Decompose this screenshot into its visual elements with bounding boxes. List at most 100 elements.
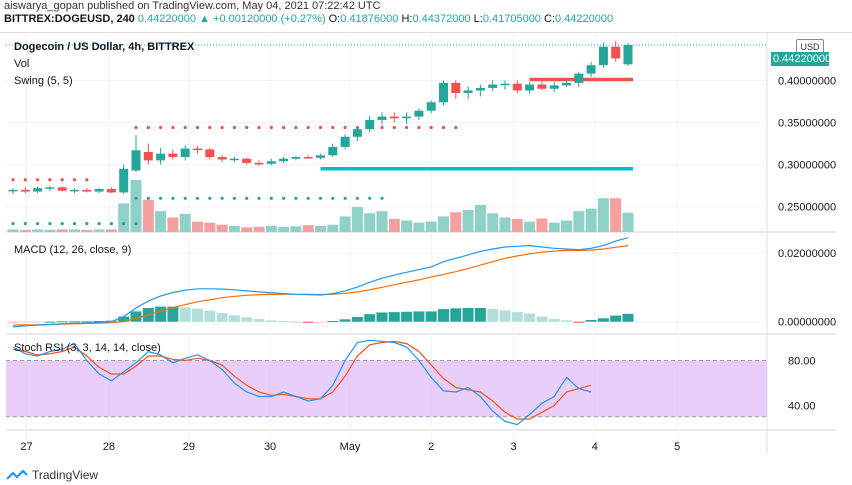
candle-body [328,146,338,156]
candle-body [340,136,350,147]
macd-histogram-bar [167,306,179,322]
time-axis-label: 28 [103,441,115,453]
swing-high-dot [146,125,150,130]
volume-bar [19,229,31,232]
macd-histogram-bar [130,311,142,322]
swing-high-dot [48,178,52,182]
swing-high-dot [159,125,163,130]
swing-low-dot [159,196,163,200]
candle-body [512,83,522,91]
pane-border-top [0,32,852,33]
volume-bar [524,221,536,232]
swing-low-dot [48,221,52,226]
swing-low-dot [368,196,372,200]
candle-body [574,73,584,83]
volume-bar [474,204,486,232]
candle-body [119,168,129,193]
macd-histogram-bar [487,309,499,322]
volume-bar [142,199,154,232]
time-axis-label: 4 [592,441,598,453]
candle-body [365,119,375,130]
candle-body [611,46,621,59]
candle-body [180,148,190,158]
swing-high-dot [429,125,433,130]
candle-body [143,151,153,161]
candle-body [193,148,202,151]
macd-histogram-bar [450,308,462,322]
macd-histogram-bar [327,321,339,323]
macd-axis-label: 0.00000000 [778,317,836,329]
volume-bar [364,213,376,232]
swing-low-dot [343,196,347,200]
swing-low-dot [72,221,77,226]
candle-body [500,83,510,86]
swing-high-dot [60,178,64,182]
volume-label[interactable]: Vol [14,58,30,70]
swing-high-dot [36,178,40,182]
macd-histogram-bar [315,321,326,323]
swing-high-dot [282,125,286,130]
macd-axis-label: 0.02000000 [778,248,836,260]
swing-high-dot [441,125,446,130]
swing-low-dot [318,196,323,200]
macd-histogram-bar [474,308,486,322]
footer-brand: TradingView [32,468,99,482]
last-price-tag: 0.44220000 [771,52,832,66]
volume-bar [438,216,449,232]
volume-bar [32,229,44,232]
macd-histogram-bar [7,321,19,324]
swing-low-dot [331,196,335,200]
swing-indicator-label[interactable]: Swing (5, 5) [14,75,73,87]
volume-bar [401,220,413,232]
swing-high-dot [195,125,200,130]
volume-bar [7,229,19,232]
candle-body [20,189,30,192]
macd-histogram-bar [401,311,413,322]
swing-high-dot [417,125,421,130]
volume-bar [413,222,425,232]
volume-bar [487,213,499,232]
candle-body [94,189,104,192]
swing-high-dot [183,125,187,130]
time-axis-label: May [340,441,361,453]
volume-bar [265,225,277,232]
tradingview-logo-icon [6,469,28,480]
macd-histogram-bar [524,313,536,322]
macd-histogram-bar [155,306,167,322]
price-pane-title: Dogecoin / US Dollar, 4h, BITTREX [14,41,195,53]
macd-histogram-bar [438,309,449,322]
volume-bar [192,221,203,232]
swing-low-dot [146,196,150,200]
swing-low-dot [23,221,27,226]
swing-high-dot [23,178,27,182]
volume-bar [388,219,400,232]
volume-bar [339,216,351,232]
volume-bar [69,229,80,232]
macd-histogram-bar [228,315,240,322]
macd-histogram-bar [376,312,388,322]
candle-body [57,187,67,191]
macd-indicator-label[interactable]: MACD (12, 26, close, 9) [14,244,132,256]
symbol-label[interactable]: BITTREX:DOGEUSD, 240 [4,13,135,25]
swing-low-dot [257,196,261,200]
candle-body [488,84,498,88]
stoch-rsi-indicator-label[interactable]: Stoch RSI (3, 3, 14, 14, close) [14,342,161,354]
close-label: C: [544,13,555,25]
low-label: L: [473,13,483,25]
candle-body [205,149,215,158]
candle-body [525,84,535,91]
volume-bar [130,180,142,232]
candle-body [156,153,166,161]
candle-body [70,189,79,192]
ohlc-header: BITTREX:DOGEUSD, 240 0.44220000 ▲ +0.001… [4,13,613,25]
volume-bar [241,227,253,232]
volume-bar [204,222,216,232]
candle-body [106,189,116,193]
macd-histogram-bar [19,321,31,323]
time-axis-label: 2 [428,441,434,453]
stoch-rsi-d-line [12,340,592,420]
macd-histogram-bar [536,316,548,322]
volume-bar [179,213,191,232]
macd-histogram-bar [413,311,425,322]
